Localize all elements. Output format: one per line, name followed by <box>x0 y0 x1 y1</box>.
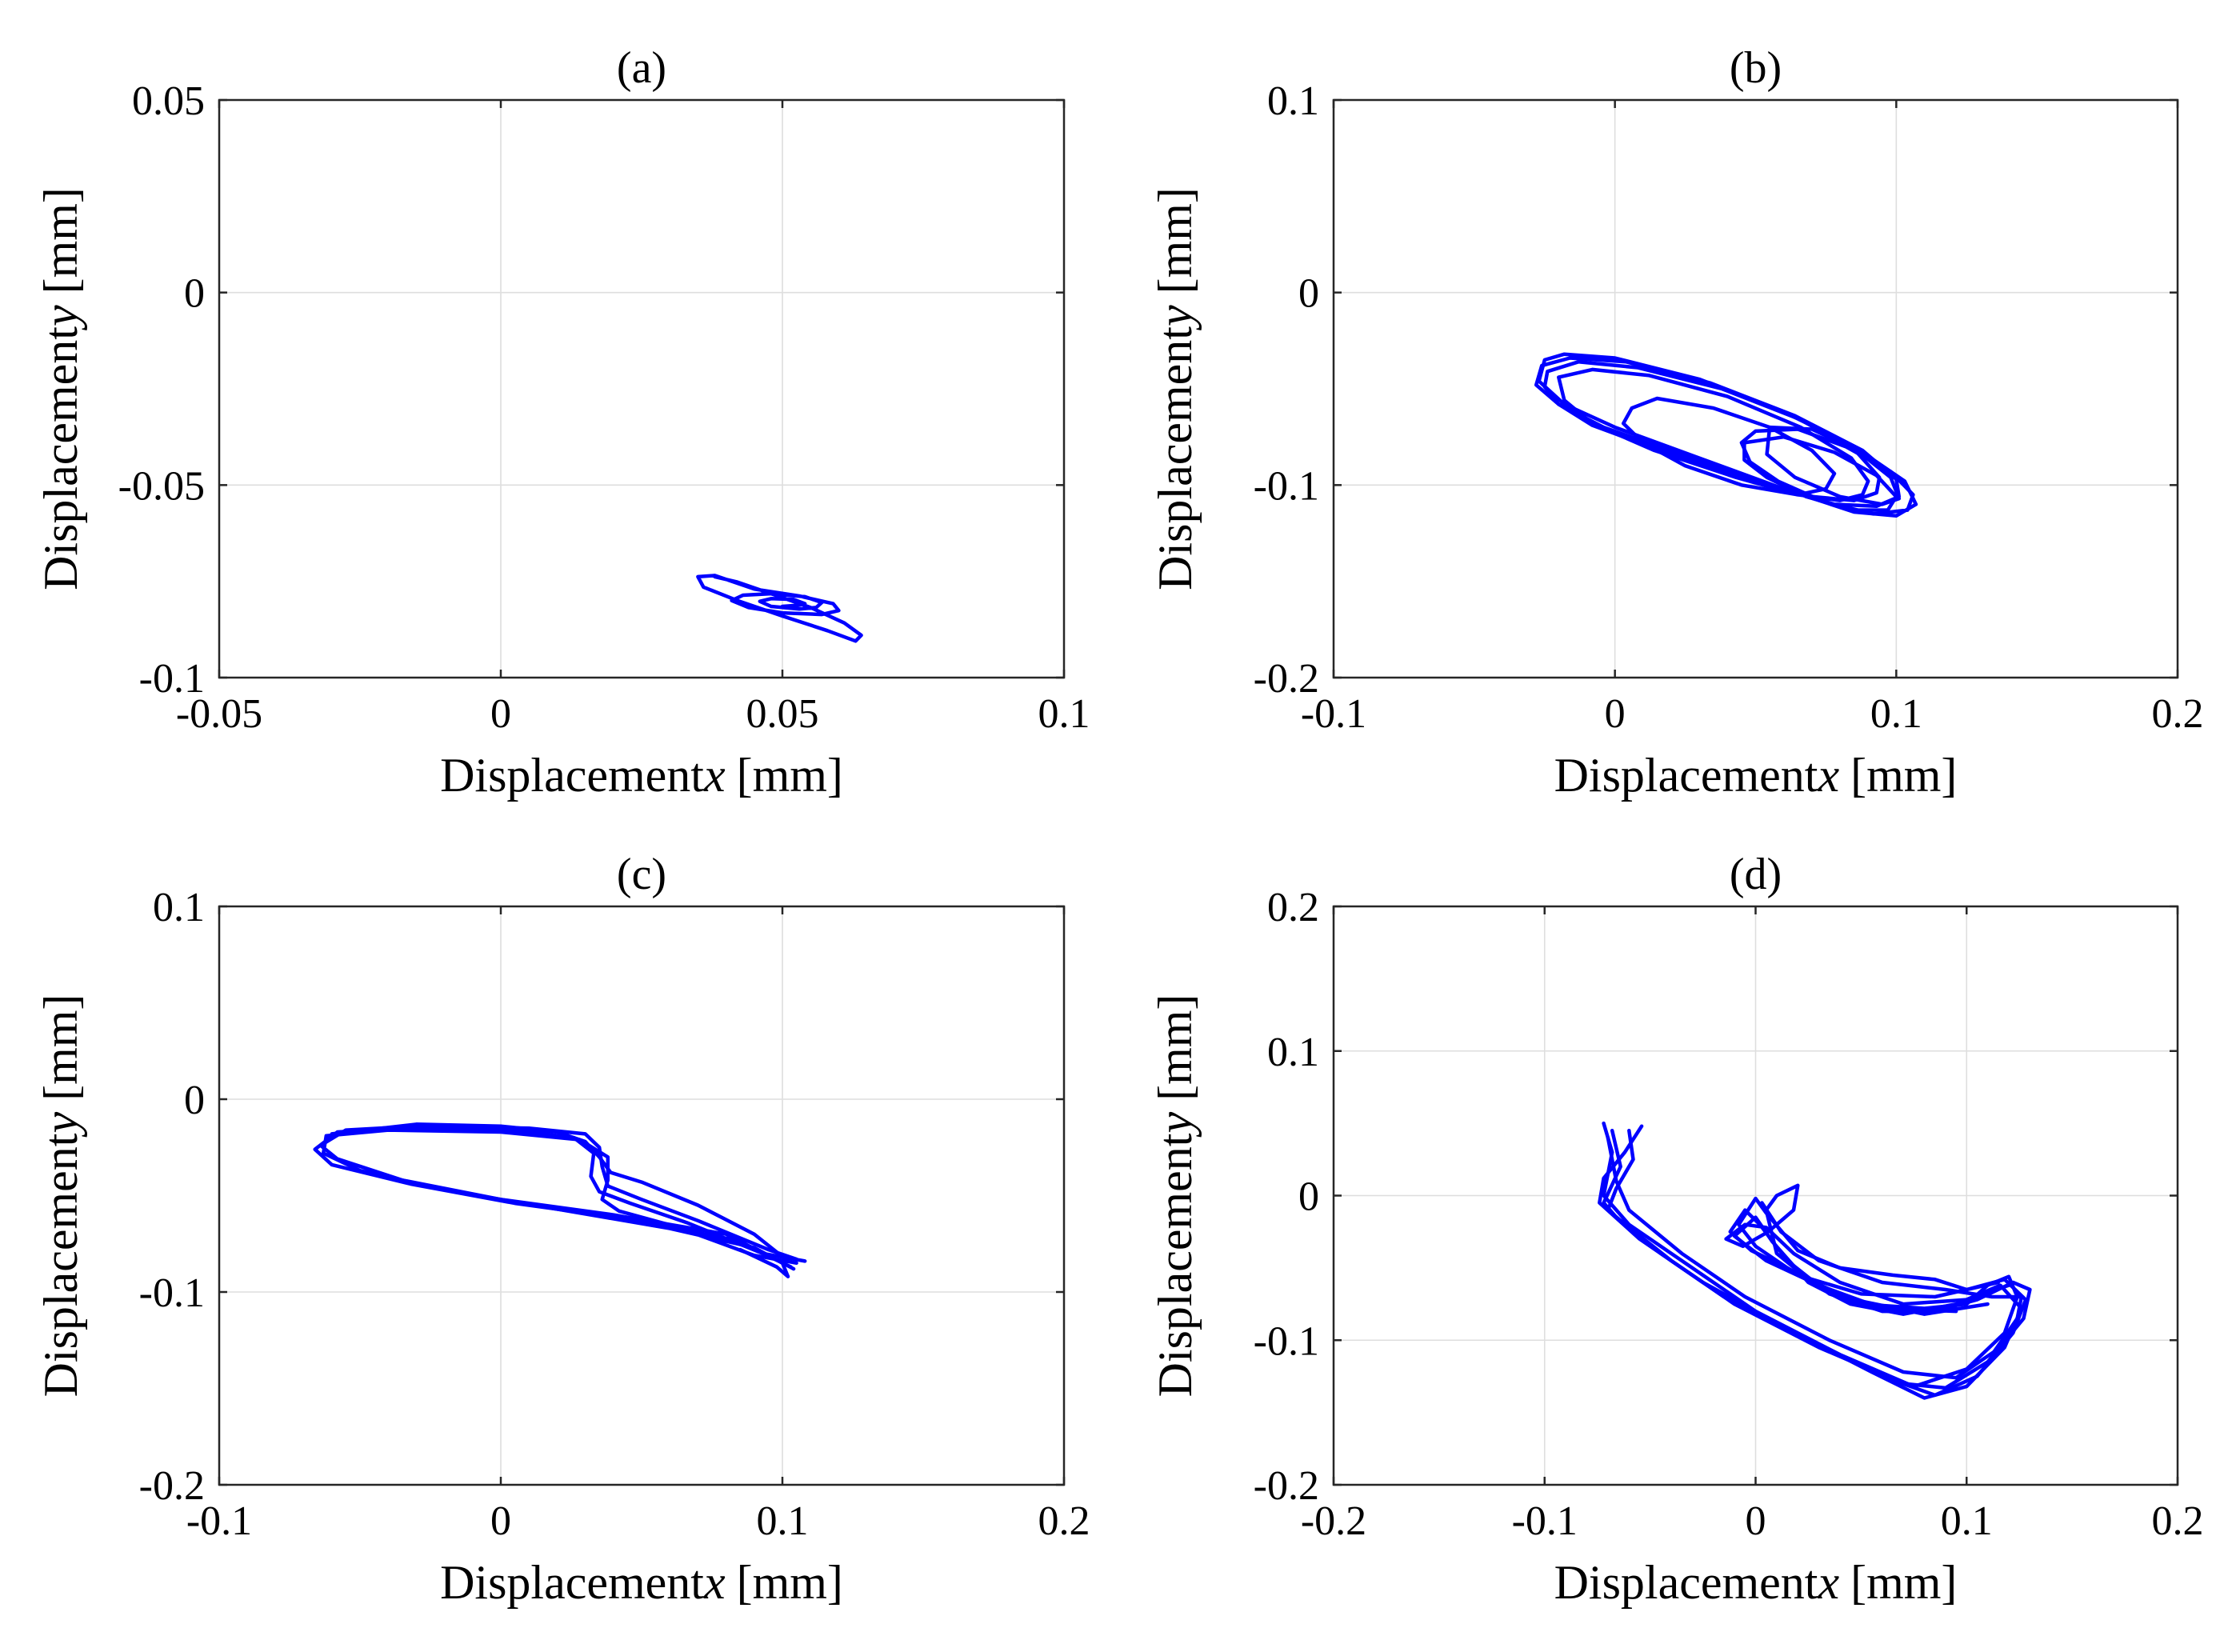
y-tick-label: 0.1 <box>1267 1030 1319 1075</box>
y-axis-label-unit: [mm] <box>34 994 87 1101</box>
y-axis-label-text: Displacement <box>34 1133 87 1397</box>
trajectory-inner-2 <box>1739 427 1915 516</box>
y-axis-label-text: Displacement <box>1149 326 1202 590</box>
trajectory-loop-4 <box>330 1122 790 1263</box>
y-tick-label: 0.1 <box>1267 78 1319 124</box>
x-axis-label-unit: [mm] <box>737 1556 843 1609</box>
panel-title: (d) <box>1730 850 1782 899</box>
x-axis-label-variable: x <box>703 1556 726 1609</box>
y-tick-label: -0.1 <box>139 1270 205 1316</box>
y-tick-label: -0.2 <box>1254 656 1319 702</box>
y-axis-label-unit: [mm] <box>34 187 87 294</box>
trace-group <box>696 574 863 643</box>
trajectory-orbit <box>696 574 863 643</box>
panel-title: (c) <box>617 850 666 899</box>
x-tick-label: -0.05 <box>176 691 262 737</box>
y-axis-label: Displacementy [mm] <box>34 187 87 590</box>
x-tick-label: 0.2 <box>2152 691 2204 737</box>
x-tick-label: 0 <box>1746 1498 1766 1544</box>
x-tick-label: -0.1 <box>1301 691 1366 737</box>
trajectory-loop-3 <box>321 1128 798 1271</box>
trace-group <box>1534 352 1918 518</box>
panel-d: -0.2 -0.1 0 0.1 0.2 -0.2 -0.1 0 0.1 0.2 (d) Displac… <box>1149 850 2204 1609</box>
panel-b: -0.1 0 0.1 0.2-0.2-0.100.1(b)Displacementx[… <box>1149 43 2204 802</box>
y-axis-label: Displacementy [mm] <box>34 994 87 1398</box>
x-axis-label-unit: [mm] <box>1850 749 1957 802</box>
x-axis-label: Displacementx [mm] <box>440 1556 843 1609</box>
y-axis-label: Displacementy [mm] <box>1149 994 1202 1398</box>
x-axis-label-text: Displacement <box>1554 1556 1818 1609</box>
y-axis-label-variable: y <box>1149 305 1202 331</box>
x-axis-label: Displacementx [mm] <box>1554 1556 1958 1609</box>
y-tick-label: -0.2 <box>139 1463 205 1509</box>
x-tick-label: 0.1 <box>1941 1498 1993 1544</box>
x-axis-label-variable: x <box>1817 1556 1839 1609</box>
axes-frame <box>218 905 1066 1486</box>
x-tick-label: 0 <box>490 1498 511 1544</box>
y-tick-label: 0.05 <box>132 78 205 124</box>
x-tick-label: -0.1 <box>1512 1498 1578 1544</box>
y-axis-label-unit: [mm] <box>1149 994 1202 1101</box>
y-tick-label: -0.05 <box>118 463 205 509</box>
x-axis-label-variable: x <box>703 749 726 802</box>
x-tick-label: -0.1 <box>186 1498 252 1544</box>
y-tick-label: 0 <box>1298 271 1319 317</box>
x-tick-label: -0.2 <box>1301 1498 1366 1544</box>
y-tick-label: -0.1 <box>139 656 205 702</box>
panel-title: (b) <box>1730 43 1782 93</box>
y-tick-label: -0.2 <box>1254 1463 1319 1509</box>
y-tick-label: 0.2 <box>1267 885 1319 930</box>
y-axis-label-variable: y <box>34 1112 87 1138</box>
y-axis-label-text: Displacement <box>1149 1133 1202 1397</box>
x-tick-label: 0 <box>1605 691 1626 737</box>
y-tick-label: -0.1 <box>1254 1318 1319 1364</box>
x-tick-label: 0.1 <box>1870 691 1922 737</box>
axes-frame <box>218 98 1066 679</box>
axes-frame <box>1332 98 2179 679</box>
x-tick-label: 0.2 <box>2152 1498 2204 1544</box>
y-tick-label: -0.1 <box>1254 463 1319 509</box>
x-axis-label-text: Displacement <box>440 749 704 802</box>
x-axis-label: Displacementx [mm] <box>1554 749 1958 802</box>
y-axis-label: Displacementy [mm] <box>1149 187 1202 590</box>
panel-a: -0.05 0 0.05 0.1-0.1-0.0500.05(a)Displaceme… <box>34 43 1090 802</box>
y-axis-label-unit: [mm] <box>1149 187 1202 294</box>
panel-c: -0.1 0 0.1 0.2-0.2-0.100.1(c)Displacementx[… <box>34 850 1090 1609</box>
x-tick-label: 0.05 <box>746 691 819 737</box>
y-axis-label-variable: y <box>1149 1112 1202 1138</box>
trace-group <box>313 1122 807 1278</box>
x-axis-label-unit: [mm] <box>737 749 843 802</box>
trajectory-outer-2 <box>1534 356 1902 509</box>
x-axis-label-variable: x <box>1817 749 1839 802</box>
panel-title: (a) <box>617 43 666 93</box>
y-tick-label: 0 <box>184 271 205 317</box>
y-tick-label: 0 <box>1298 1174 1319 1220</box>
trace-group <box>1598 1121 2032 1400</box>
x-axis-label-text: Displacement <box>1554 749 1818 802</box>
trajectory-inner-3 <box>1742 434 1898 512</box>
trajectory-orbit-3 <box>1606 1128 2028 1398</box>
y-axis-label-variable: y <box>34 305 87 331</box>
x-axis-label-unit: [mm] <box>1850 1556 1957 1609</box>
trajectory-inner-4 <box>1765 425 1902 506</box>
trajectory-outer-4 <box>1557 367 1870 502</box>
trajectory-outer-3 <box>1542 360 1882 502</box>
x-axis-label-text: Displacement <box>440 1556 704 1609</box>
y-axis-label-text: Displacement <box>34 326 87 590</box>
trajectory-loop-1 <box>318 1124 798 1278</box>
trajectory-orbit-5 <box>1606 1135 2024 1380</box>
x-tick-label: 0.1 <box>757 1498 809 1544</box>
x-tick-label: 0.2 <box>1038 1498 1090 1544</box>
x-tick-label: 0 <box>490 691 511 737</box>
y-tick-label: 0.1 <box>153 885 205 930</box>
trajectory-outer-1 <box>1537 352 1918 518</box>
y-tick-label: 0 <box>184 1078 205 1123</box>
x-axis-label: Displacementx [mm] <box>440 749 843 802</box>
x-tick-label: 0.1 <box>1038 691 1090 737</box>
